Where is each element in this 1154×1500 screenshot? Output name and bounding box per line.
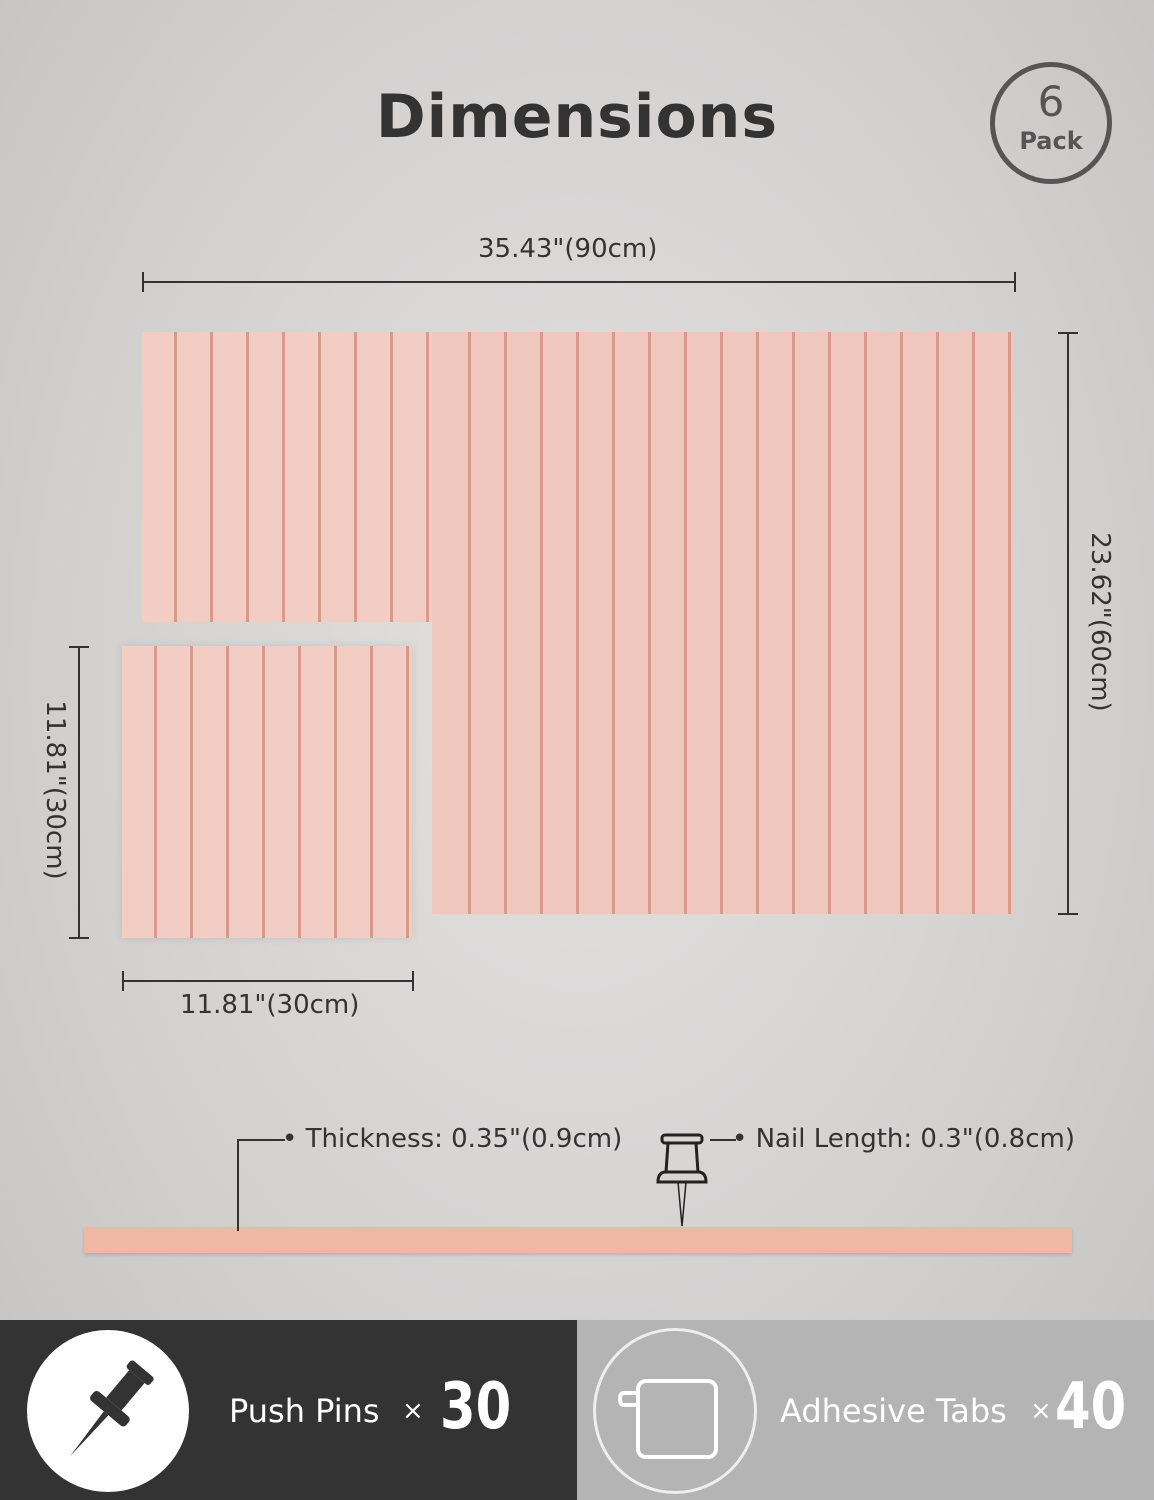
adhesive-tab-icon-circle	[593, 1328, 757, 1494]
dimension-tick	[69, 937, 89, 939]
width-dimension-line	[142, 281, 1016, 283]
thickness-leader-line	[237, 1139, 285, 1141]
adhesive-tabs-count: 40	[1055, 1370, 1127, 1444]
small-height-dimension-line	[78, 646, 80, 938]
dimension-tick	[1058, 332, 1078, 334]
pack-count: 6	[1037, 77, 1065, 126]
dimension-tick	[69, 646, 89, 648]
pack-badge: 6 Pack	[990, 62, 1112, 184]
dimension-tick	[142, 272, 144, 292]
small-width-dimension-line	[122, 980, 414, 982]
dimension-tick	[1058, 913, 1078, 915]
push-pins-times: ×	[402, 1396, 424, 1426]
page-title: Dimensions	[375, 82, 779, 152]
adhesive-tabs-times: ×	[1030, 1396, 1052, 1426]
width-large-label: 35.43"(90cm)	[478, 234, 658, 264]
felt-panel-large	[432, 332, 1014, 914]
push-pin-diagram-icon	[656, 1133, 708, 1227]
panel-side-profile	[84, 1227, 1072, 1253]
push-pins-label: Push Pins	[229, 1392, 380, 1430]
push-pins-count: 30	[440, 1370, 512, 1444]
nail-length-text: Nail Length: 0.3"(0.8cm)	[755, 1124, 1075, 1154]
adhesive-tab-icon	[617, 1379, 718, 1459]
felt-panel-small	[122, 646, 412, 938]
dimension-tick	[1014, 272, 1016, 292]
pack-label: Pack	[1019, 127, 1083, 155]
dimension-tick	[122, 971, 124, 991]
push-pin-icon-circle	[27, 1330, 189, 1492]
dimension-tick	[412, 971, 414, 991]
adhesive-tabs-label: Adhesive Tabs	[780, 1392, 1007, 1430]
push-pin-icon	[70, 1360, 154, 1457]
width-small-label: 11.81"(30cm)	[180, 990, 360, 1020]
thickness-label: • Thickness: 0.35"(0.9cm)	[282, 1124, 623, 1154]
height-dimension-line	[1067, 332, 1069, 915]
height-large-label: 23.62"(60cm)	[1085, 532, 1115, 712]
felt-panel-top-left	[142, 332, 432, 622]
thickness-text: Thickness: 0.35"(0.9cm)	[305, 1124, 623, 1154]
nail-leader-line	[710, 1139, 736, 1141]
height-small-label: 11.81"(30cm)	[40, 700, 70, 880]
nail-length-label: • Nail Length: 0.3"(0.8cm)	[732, 1124, 1075, 1154]
thickness-leader-line	[237, 1139, 239, 1231]
